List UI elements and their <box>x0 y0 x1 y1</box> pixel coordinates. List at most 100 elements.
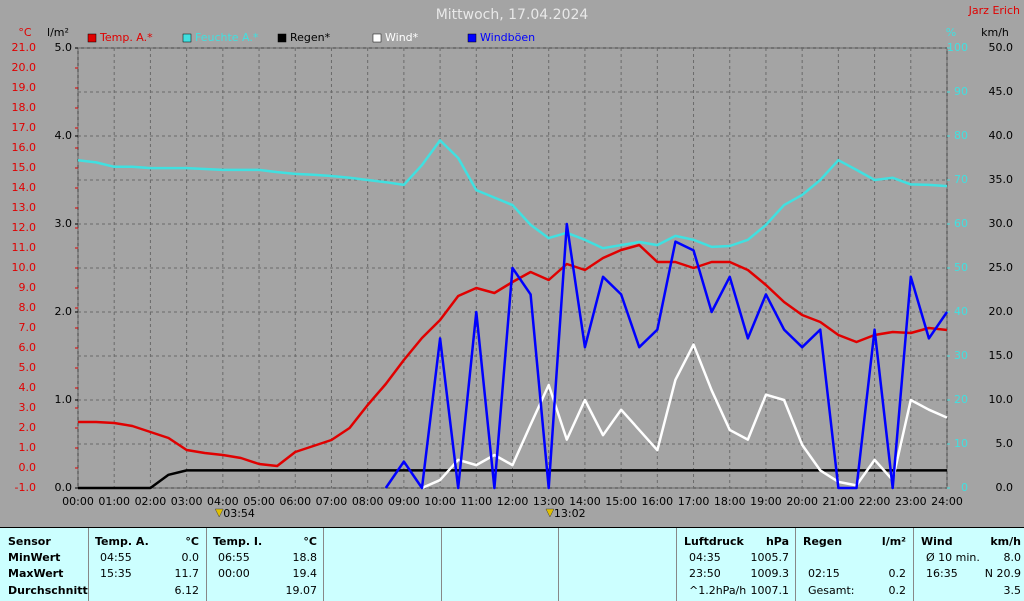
chart-title: Mittwoch, 17.04.2024 <box>436 7 589 23</box>
y-tick-label: 2.0 <box>55 305 73 318</box>
y-tick-label: 30 <box>954 349 968 362</box>
x-tick-label: 10:00 <box>424 495 456 508</box>
y-tick-label: 19.0 <box>12 81 37 94</box>
series-line <box>78 469 947 490</box>
y-tick-label: 18.0 <box>12 101 37 114</box>
y-tick-label: 40.0 <box>989 129 1014 142</box>
x-tick-label: 20:00 <box>786 495 818 508</box>
y-tick-label: 50.0 <box>989 41 1014 54</box>
column-separator <box>323 528 324 601</box>
x-tick-label: 08:00 <box>352 495 384 508</box>
x-tick-label: 23:00 <box>895 495 927 508</box>
y-tick-label: 30.0 <box>989 217 1014 230</box>
x-tick-label: 07:00 <box>316 495 348 508</box>
legend-swatch <box>372 33 382 43</box>
cell-time: 04:55 <box>100 551 132 564</box>
chart: Mittwoch, 17.04.2024 Jarz Erich 00:00 01:… <box>12 4 1021 520</box>
y-tick-label: 0 <box>961 481 968 494</box>
group-name: Regen <box>803 535 843 548</box>
y-tick-label: 5.0 <box>996 437 1014 450</box>
x-tick-label: 04:00 <box>207 495 239 508</box>
table-header: Sensor <box>8 535 51 548</box>
x-tick-label: 22:00 <box>859 495 891 508</box>
cell-time: Gesamt: <box>808 584 855 597</box>
row-label: Durchschnitt <box>8 584 88 597</box>
cell-value: 0.0 <box>181 551 200 564</box>
x-tick-label: 15:00 <box>605 495 637 508</box>
group-name: Wind <box>921 535 953 548</box>
column-separator <box>206 528 207 601</box>
cell-value: 8.0 <box>1003 551 1022 564</box>
x-tick-label: 21:00 <box>823 495 855 508</box>
y-tick-label: -1.0 <box>15 481 36 494</box>
cell-time: 16:35 <box>926 567 958 580</box>
legend-swatch <box>277 33 287 43</box>
row-label: MaxWert <box>8 567 64 580</box>
group-name: Luftdruck <box>684 535 744 548</box>
y-tick-label: 13.0 <box>12 201 37 214</box>
cell-time: Ø 10 min. <box>926 551 980 564</box>
axis-unit: l/m² <box>47 26 69 39</box>
y-tick-label: 12.0 <box>12 221 37 234</box>
y-tick-label: 45.0 <box>989 85 1014 98</box>
x-tick-label: 14:00 <box>569 495 601 508</box>
y-tick-label: 4.0 <box>55 129 73 142</box>
y-tick-label: 4.0 <box>19 381 37 394</box>
y-tick-label: 15.0 <box>989 349 1014 362</box>
legend-label: Feuchte A.* <box>195 31 259 44</box>
y-tick-label: 5.0 <box>55 41 73 54</box>
sun-marker <box>545 508 555 518</box>
y-tick-label: 25.0 <box>989 261 1014 274</box>
y-tick-label: 70 <box>954 173 968 186</box>
author: Jarz Erich <box>968 4 1020 17</box>
group-name: Temp. I. <box>213 535 263 548</box>
y-tick-label: 7.0 <box>19 321 37 334</box>
y-tick-label: 50 <box>954 261 968 274</box>
x-tick-label: 16:00 <box>641 495 673 508</box>
y-tick-label: 1.0 <box>55 393 73 406</box>
y-tick-label: 9.0 <box>19 281 37 294</box>
legend-swatch <box>467 33 477 43</box>
y-tick-label: 16.0 <box>12 141 37 154</box>
y-tick-label: 10.0 <box>989 393 1014 406</box>
x-tick-label: 12:00 <box>497 495 529 508</box>
legend-label: Regen* <box>290 31 331 44</box>
summary-table: Sensor MinWert MaxWert Durchschnitt Temp. A.… <box>0 527 1024 601</box>
cell-value: 1005.7 <box>750 551 790 564</box>
legend-swatch <box>87 33 97 43</box>
x-tick-label: 00:00 <box>62 495 94 508</box>
axis-unit: % <box>946 26 956 39</box>
group-unit: hPa <box>765 535 789 548</box>
x-tick-label: 02:00 <box>135 495 167 508</box>
sun-label: 13:02 <box>554 507 586 520</box>
y-tick-label: 10.0 <box>12 261 37 274</box>
column-separator <box>795 528 796 601</box>
cell-value: 11.7 <box>174 567 200 580</box>
y-tick-label: 17.0 <box>12 121 37 134</box>
y-tick-label: 0.0 <box>996 481 1014 494</box>
group-unit: °C <box>185 535 199 548</box>
y-tick-label: 20.0 <box>989 305 1014 318</box>
cell-value: 1007.1 <box>750 584 790 597</box>
y-tick-label: 21.0 <box>12 41 37 54</box>
cell-time: 15:35 <box>100 567 132 580</box>
x-tick-label: 09:00 <box>388 495 420 508</box>
y-tick-label: 20 <box>954 393 968 406</box>
y-tick-label: 100 <box>947 41 968 54</box>
x-tick-label: 06:00 <box>279 495 311 508</box>
y-tick-label: 11.0 <box>12 241 37 254</box>
cell-value: 0.2 <box>888 567 907 580</box>
cell-value: 0.2 <box>888 584 907 597</box>
group-name: Temp. A. <box>95 535 149 548</box>
cell-time: 00:00 <box>218 567 250 580</box>
cell-time: 06:55 <box>218 551 250 564</box>
cell-value: 19.07 <box>285 584 318 597</box>
y-tick-label: 1.0 <box>19 441 37 454</box>
y-tick-label: 10 <box>954 437 968 450</box>
y-tick-label: 60 <box>954 217 968 230</box>
column-separator <box>676 528 677 601</box>
cell-time: 04:35 <box>689 551 721 564</box>
cell-value: 3.5 <box>1003 584 1022 597</box>
legend-label: Wind* <box>385 31 419 44</box>
cell-value: 19.4 <box>292 567 318 580</box>
